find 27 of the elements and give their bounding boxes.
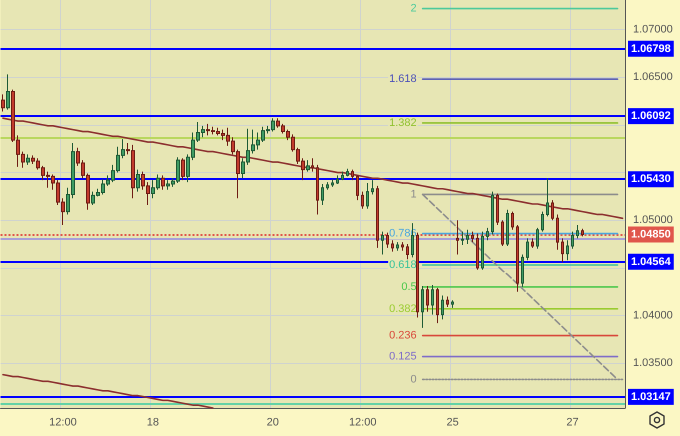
series-label: 1.618 xyxy=(389,73,417,86)
ref-line-label: 1.03147 xyxy=(631,390,671,403)
y-tick-label: 1.03500 xyxy=(633,357,673,370)
series-label: 0.618 xyxy=(389,259,417,272)
ref-line-label: 1.04850 xyxy=(631,228,671,241)
y-tick-label: 1.05000 xyxy=(633,214,673,226)
series-label: 1 xyxy=(410,188,417,200)
x-tick-label: 18 xyxy=(146,416,160,428)
y-tick-label: 1.04000 xyxy=(633,310,673,322)
x-tick-label: 12:00 xyxy=(348,416,376,428)
y-tick-label: 1.07000 xyxy=(633,24,673,36)
series-label: 0.125 xyxy=(389,350,417,363)
series-label: 1.382 xyxy=(389,116,417,129)
series-label: 2 xyxy=(410,2,417,15)
x-tick-label: 27 xyxy=(566,416,579,428)
x-tick-label: 12:00 xyxy=(49,416,77,428)
ref-line-label: 1.04564 xyxy=(631,256,672,268)
series-label: 0.382 xyxy=(389,302,417,315)
series-label: 0.236 xyxy=(389,330,417,342)
x-tick-label: 25 xyxy=(446,416,459,428)
ref-line-label: 1.06092 xyxy=(631,110,671,122)
series-label: 0 xyxy=(410,373,417,386)
series-label: 0.5 xyxy=(401,280,417,293)
ref-line-label: 1.05430 xyxy=(631,173,671,186)
x-tick-label: 20 xyxy=(266,416,279,428)
ref-line-label: 1.06798 xyxy=(631,42,671,55)
y-tick-label: 1.06500 xyxy=(633,71,673,84)
